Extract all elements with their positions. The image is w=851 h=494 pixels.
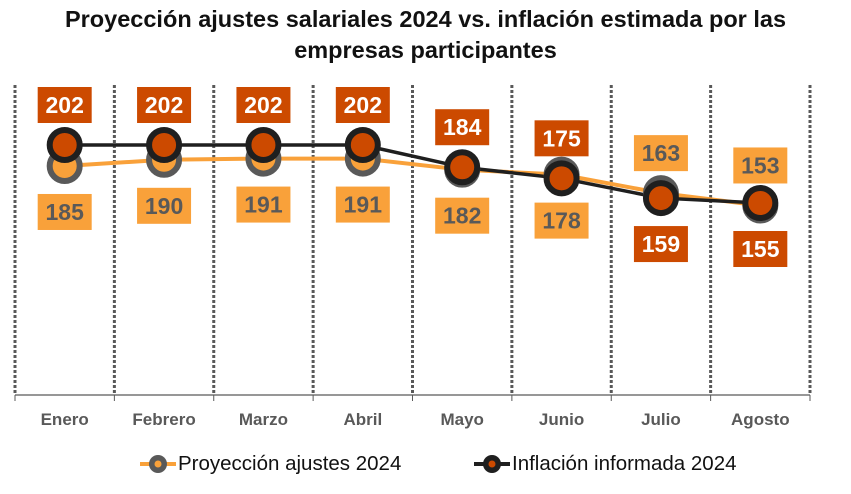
- data-point: [245, 127, 282, 163]
- gridlines: [13, 85, 812, 395]
- legend-marker-inflacion-icon: [474, 455, 510, 473]
- data-label-box: [733, 147, 788, 184]
- data-label-text: 202: [244, 92, 282, 118]
- x-tick-label: Julio: [641, 410, 681, 429]
- x-tick-label: Marzo: [239, 410, 288, 429]
- data-point: [344, 127, 381, 163]
- data-label-text: 155: [741, 236, 780, 262]
- data-labels: 185 190 191 191 182 178 163 153 202 202 202 202 184 1…: [37, 87, 788, 267]
- data-label: 202: [37, 87, 92, 123]
- data-label-text: 159: [642, 231, 680, 257]
- data-label-box: [137, 187, 192, 224]
- data-label-text: 191: [244, 192, 283, 218]
- data-label: 163: [633, 135, 688, 172]
- data-label: 190: [137, 187, 192, 224]
- data-label: 184: [435, 109, 490, 146]
- data-label-box: [435, 109, 490, 146]
- data-label-box: [534, 120, 589, 157]
- data-label-box: [435, 197, 490, 234]
- data-label-box: [335, 87, 390, 123]
- data-label: 178: [534, 202, 589, 239]
- x-tick-label: Mayo: [440, 410, 483, 429]
- data-point: [543, 160, 580, 197]
- legend-label-inflacion: Inflación informada 2024: [512, 452, 737, 475]
- legend-item-proyeccion[interactable]: Proyección ajustes 2024: [138, 449, 401, 479]
- x-tick-label: Agosto: [731, 410, 790, 429]
- data-label: 191: [236, 186, 291, 223]
- chart-title-line-1: Proyección ajustes salariales 2024 vs. i…: [64, 6, 787, 32]
- data-label-text: 178: [542, 208, 581, 234]
- data-label-text: 190: [145, 193, 183, 219]
- data-label-box: [236, 87, 291, 123]
- data-label-text: 153: [741, 152, 779, 178]
- x-tick-labels: Enero Febrero Marzo Abril Mayo Junio Julio Agos…: [41, 410, 790, 429]
- data-point: [742, 185, 779, 221]
- data-point: [146, 127, 183, 163]
- data-label-box: [335, 186, 390, 223]
- data-label: 159: [633, 226, 688, 263]
- x-tick-label: Junio: [539, 410, 584, 429]
- legend-item-inflacion[interactable]: Inflación informada 2024: [472, 449, 737, 479]
- data-point: [46, 127, 83, 163]
- data-label-box: [633, 135, 688, 172]
- x-axis: [14, 394, 811, 401]
- data-label-text: 185: [46, 199, 85, 225]
- data-label-box: [236, 186, 291, 223]
- data-label: 155: [733, 231, 788, 267]
- data-point: [642, 180, 679, 217]
- data-label: 175: [534, 120, 589, 157]
- series-markers: [46, 127, 779, 224]
- data-label-text: 163: [642, 140, 680, 166]
- data-label-text: 191: [344, 192, 383, 218]
- data-label-box: [137, 87, 192, 123]
- data-label: 202: [137, 87, 192, 123]
- data-label-text: 202: [46, 92, 84, 118]
- legend-label-proyeccion: Proyección ajustes 2024: [178, 452, 402, 475]
- data-label-text: 202: [145, 92, 183, 118]
- data-point: [444, 149, 481, 186]
- data-label-text: 175: [542, 125, 581, 151]
- legend-marker-proyeccion-icon: [140, 455, 176, 473]
- data-label-text: 182: [443, 203, 481, 229]
- data-label-text: 184: [443, 114, 482, 140]
- data-label-box: [733, 231, 788, 267]
- chart-title-line-2: empresas participantes: [294, 37, 557, 63]
- data-label-text: 202: [344, 92, 382, 118]
- x-tick-label: Enero: [41, 410, 89, 429]
- data-label: 182: [435, 197, 490, 234]
- data-label: 185: [37, 193, 92, 230]
- data-label-box: [633, 226, 688, 263]
- data-label-box: [37, 193, 92, 230]
- chart-title: Proyección ajustes salariales 2024 vs. i…: [0, 4, 851, 66]
- data-label-box: [534, 202, 589, 239]
- data-label: 191: [335, 186, 390, 223]
- data-label: 153: [733, 147, 788, 184]
- x-tick-label: Abril: [343, 410, 382, 429]
- data-label: 202: [335, 87, 390, 123]
- data-label: 202: [236, 87, 291, 123]
- legend: Proyección ajustes 2024 Inflación inform…: [0, 449, 851, 479]
- data-label-box: [37, 87, 92, 123]
- x-tick-label: Febrero: [132, 410, 195, 429]
